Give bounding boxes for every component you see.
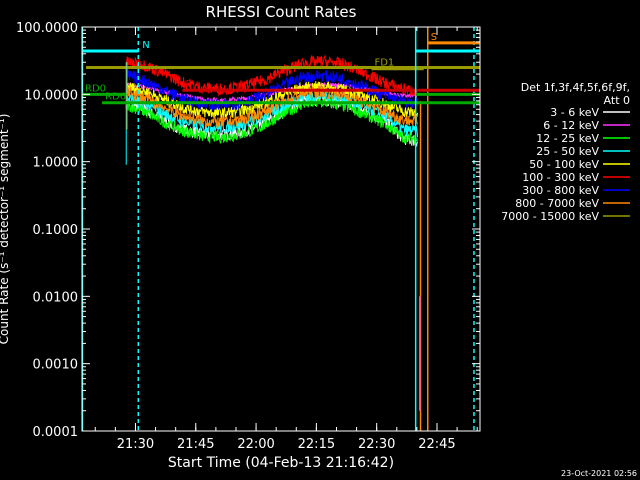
x-axis-label: Start Time (04-Feb-13 21:16:42) (168, 455, 394, 471)
timestamp-footer: 23-Oct-2021 02:56 (561, 469, 637, 478)
chart-title: RHESSI Count Rates (206, 3, 357, 21)
legend-item-label: 100 - 300 keV (522, 171, 599, 184)
x-tick-label: 22:30 (358, 437, 395, 452)
legend-item-label: 6 - 12 keV (543, 119, 599, 132)
legend-item-label: 300 - 800 keV (522, 184, 599, 197)
y-axis-label: Count Rate (s⁻¹ detector⁻¹ segment⁻¹) (0, 114, 11, 345)
x-tick-label: 21:30 (117, 437, 154, 452)
legend-item-label: 25 - 50 keV (536, 145, 599, 158)
legend-item-label: 800 - 7000 keV (515, 197, 599, 210)
y-axis: 0.0001 0.0010 0.0100 0.1000 1.0000 10.0000 100… (16, 21, 480, 440)
y-tick-label: 10.0000 (24, 88, 78, 103)
y-tick-label: 100.0000 (16, 21, 78, 36)
legend-item-label: 12 - 25 keV (536, 132, 599, 145)
series-line (125, 81, 419, 120)
y-tick-label: 0.0100 (33, 290, 79, 305)
flag-label: F (186, 79, 192, 90)
flag-label: S (431, 32, 437, 43)
flag-label: RD6 (105, 92, 126, 103)
series-line (125, 84, 419, 129)
legend-item-label: 3 - 6 keV (550, 106, 599, 119)
y-tick-label: 0.0001 (33, 425, 79, 440)
legend-header-line1: Det 1f,3f,4f,5f,6f,9f, (521, 81, 630, 94)
x-tick-label: 22:45 (418, 437, 455, 452)
y-tick-label: 1.0000 (33, 156, 79, 171)
flag-label: FD1 (374, 58, 394, 69)
y-tick-label: 0.0010 (33, 358, 79, 373)
legend: Det 1f,3f,4f,5f,6f,9f, Att 0 3 - 6 keV6 … (501, 81, 630, 223)
legend-header-line2: Att 0 (604, 94, 630, 107)
x-tick-label: 22:00 (237, 437, 274, 452)
y-tick-label: 0.1000 (33, 223, 79, 238)
x-axis: 21:30 21:45 22:00 22:15 22:30 22:45 (94, 27, 478, 452)
flag-label: RD0 (85, 83, 106, 94)
flag-label: N (142, 40, 149, 51)
series-line (125, 69, 419, 111)
series-line (125, 96, 419, 146)
legend-item-label: 7000 - 15000 keV (501, 210, 599, 223)
x-tick-label: 21:45 (177, 437, 214, 452)
series-line (125, 54, 419, 97)
x-tick-label: 22:15 (298, 437, 335, 452)
legend-item-label: 50 - 100 keV (529, 158, 599, 171)
